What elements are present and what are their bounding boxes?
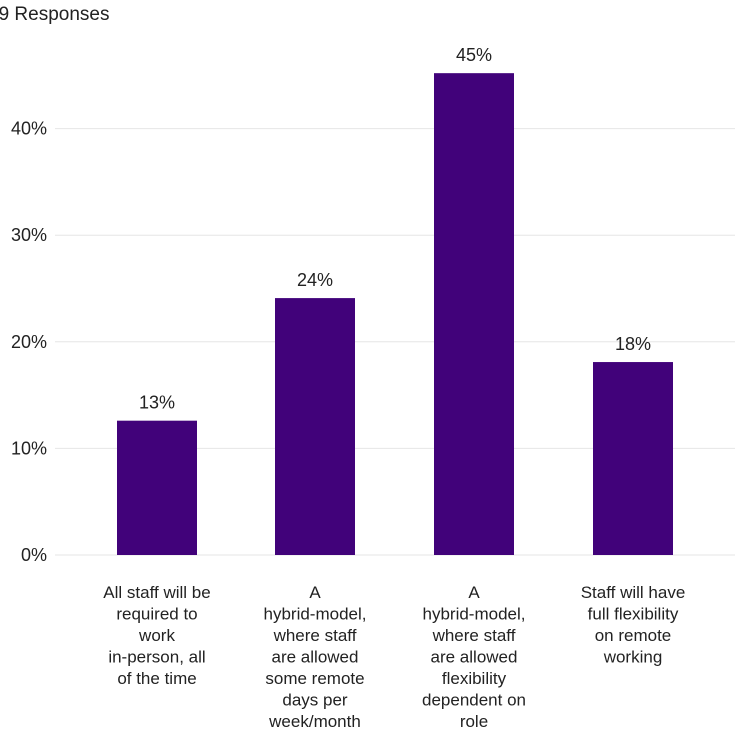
x-category-line: some remote bbox=[265, 669, 364, 688]
x-category-line: hybrid-model, bbox=[264, 605, 367, 624]
bar bbox=[434, 73, 514, 555]
x-axis-categories: All staff will be required to work in-perso… bbox=[103, 583, 685, 731]
y-tick-label: 10% bbox=[11, 438, 47, 458]
data-labels: 13% 24% 45% 18% bbox=[139, 45, 651, 413]
x-category-line: where staff bbox=[273, 626, 357, 645]
x-category-line: flexibility bbox=[442, 669, 507, 688]
x-category-line: Staff will have bbox=[581, 583, 686, 602]
bar bbox=[275, 298, 355, 555]
y-axis-ticks: 0% 10% 20% 30% 40% bbox=[11, 119, 47, 565]
x-category-line: in-person, all bbox=[108, 648, 205, 667]
data-label: 18% bbox=[615, 334, 651, 354]
x-category-label: All staff will be required to work in-perso… bbox=[103, 583, 210, 688]
x-category-line: days per bbox=[282, 691, 348, 710]
x-category-line: required to bbox=[116, 605, 197, 624]
data-label: 45% bbox=[456, 45, 492, 65]
x-category-line: working bbox=[603, 648, 663, 667]
x-category-line: are allowed bbox=[272, 648, 359, 667]
x-category-line: role bbox=[460, 712, 488, 731]
x-category-line: All staff will be bbox=[103, 583, 210, 602]
x-category-line: on remote bbox=[595, 626, 672, 645]
bars bbox=[117, 73, 673, 555]
data-label: 24% bbox=[297, 270, 333, 290]
x-category-line: A bbox=[309, 583, 321, 602]
x-category-line: full flexibility bbox=[588, 605, 679, 624]
x-category-label: Staff will have full flexibility on remote… bbox=[581, 583, 686, 667]
y-tick-label: 20% bbox=[11, 332, 47, 352]
bar bbox=[593, 362, 673, 555]
x-category-line: of the time bbox=[117, 669, 196, 688]
chart-subtitle: 99 Responses bbox=[0, 4, 109, 25]
y-tick-label: 40% bbox=[11, 119, 47, 139]
x-category-line: A bbox=[468, 583, 480, 602]
bar bbox=[117, 420, 197, 555]
y-tick-label: 30% bbox=[11, 225, 47, 245]
x-category-line: where staff bbox=[432, 626, 516, 645]
x-category-line: dependent on bbox=[422, 691, 526, 710]
x-category-line: week/month bbox=[268, 712, 361, 731]
x-category-line: hybrid-model, bbox=[423, 605, 526, 624]
data-label: 13% bbox=[139, 393, 175, 413]
y-tick-label: 0% bbox=[21, 545, 47, 565]
x-category-line: are allowed bbox=[431, 648, 518, 667]
x-category-line: work bbox=[138, 626, 175, 645]
